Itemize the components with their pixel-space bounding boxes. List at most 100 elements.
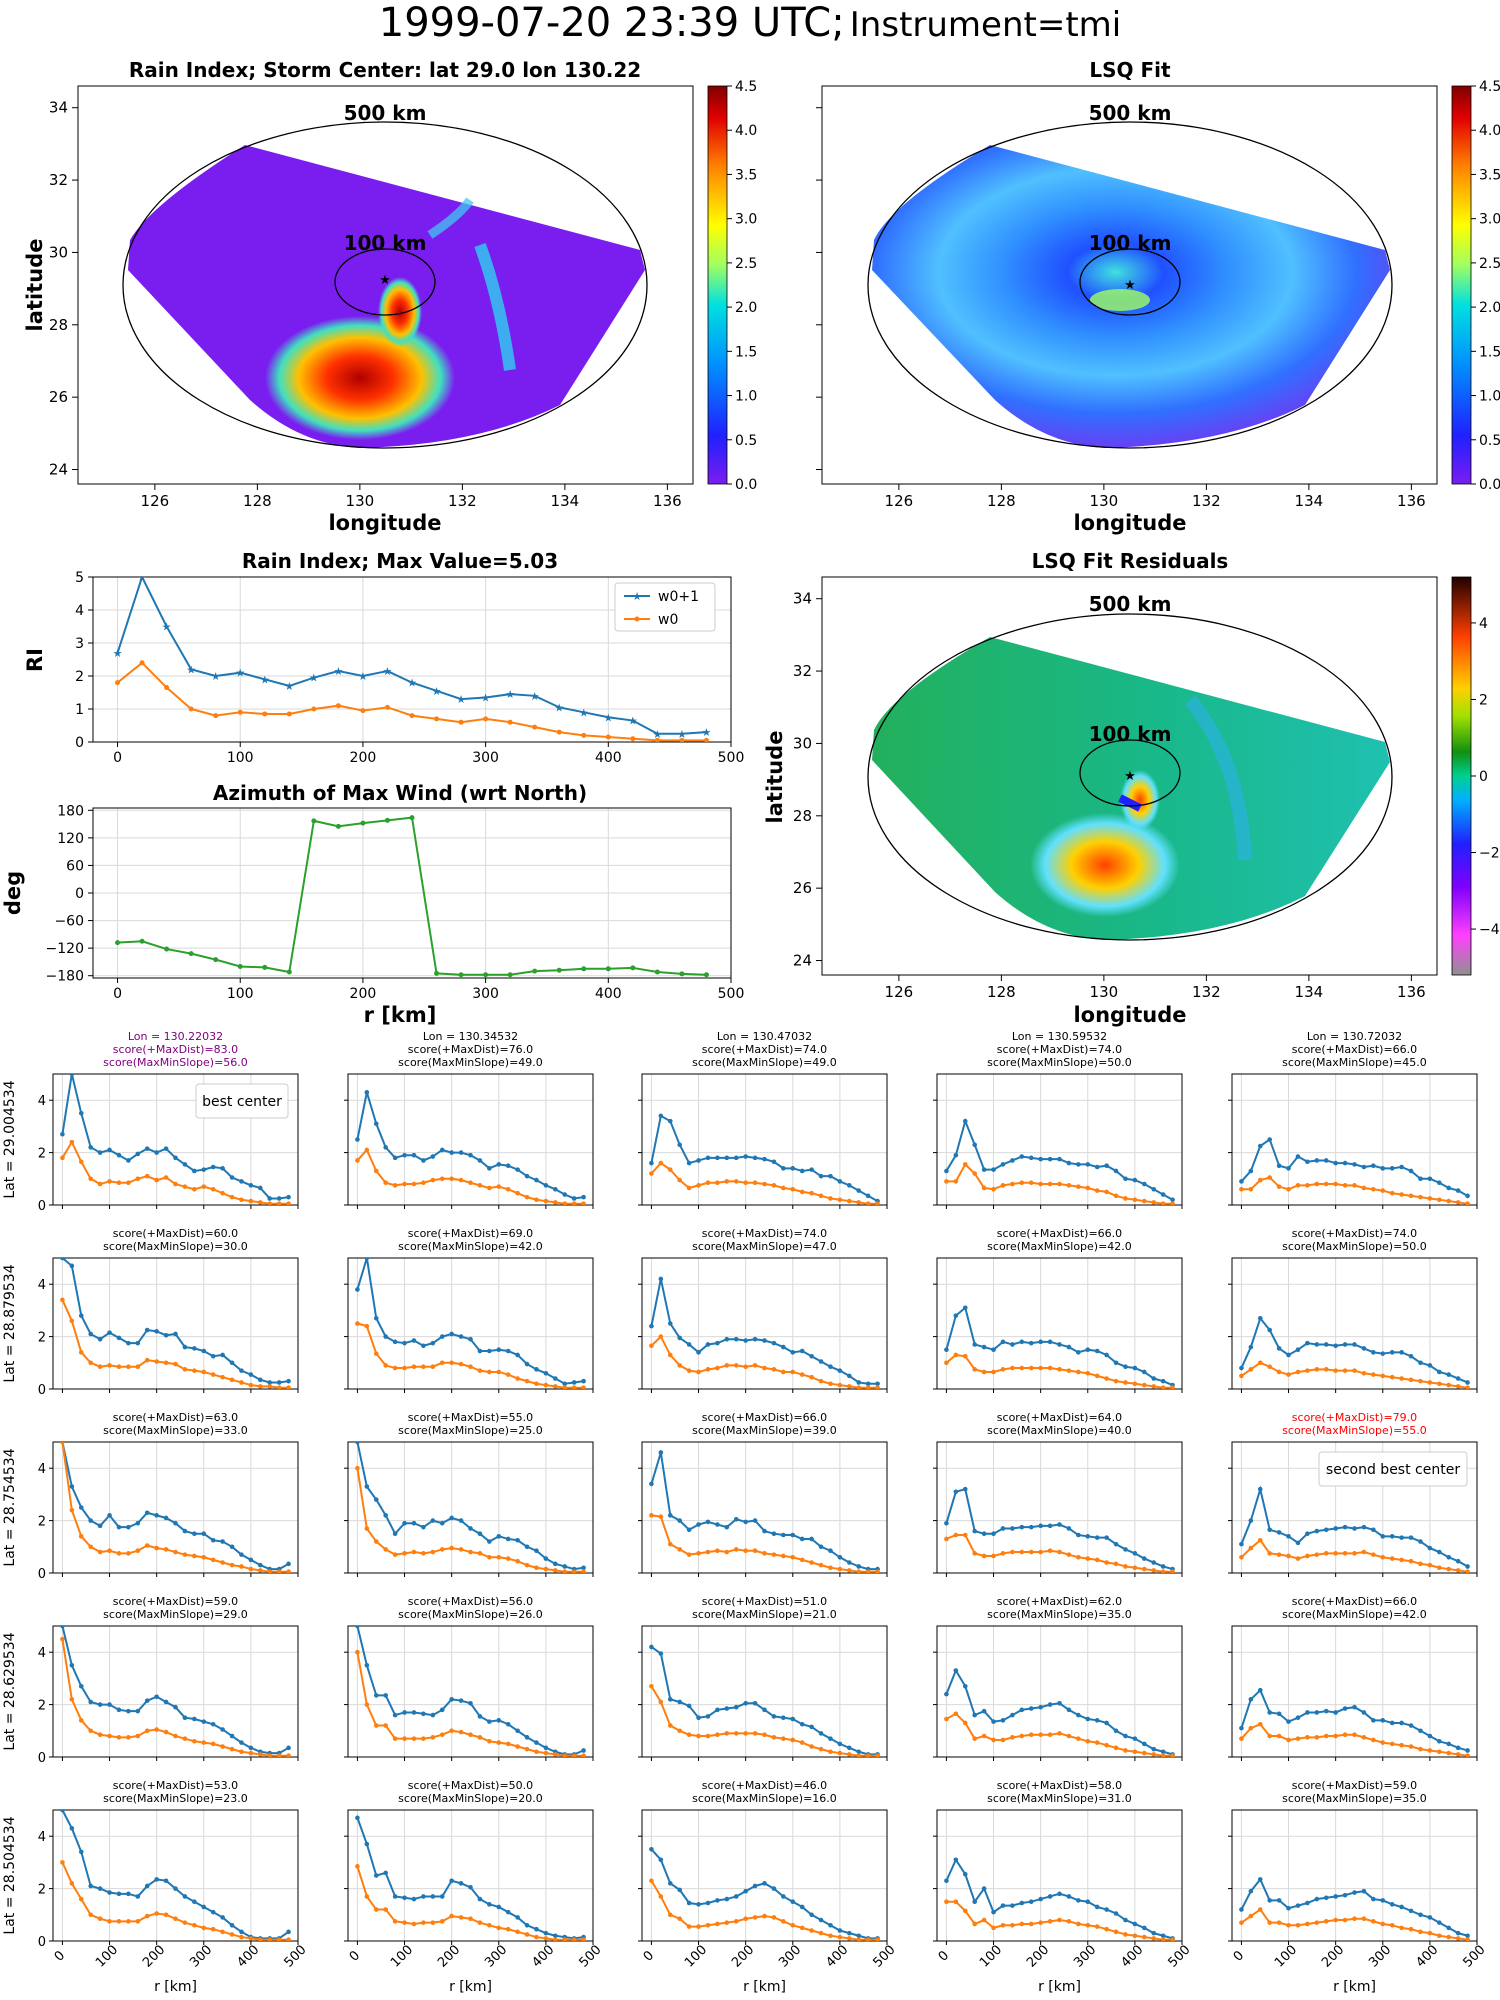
series-w0plus1 [649, 1113, 880, 1204]
data-point-w0plus1 [724, 1524, 730, 1530]
data-point-w0plus1 [1000, 1526, 1006, 1531]
data-point-w0plus1 [355, 1815, 360, 1821]
data-point-w0 [421, 1180, 426, 1186]
data-point-w0 [60, 1155, 65, 1161]
data-point-w0plus1 [1465, 1933, 1470, 1939]
data-point-w0plus1 [487, 1902, 492, 1907]
data-point-w0 [468, 1364, 473, 1370]
data-point-w0 [649, 1343, 654, 1349]
data-point-w0 [847, 1936, 852, 1941]
data-point-w0 [1399, 1925, 1404, 1931]
data-point-w0plus1 [705, 1342, 711, 1347]
data-point-w0plus1 [1123, 1364, 1128, 1370]
candidate-panel: Lon = 130.72032score(+MaxDist)=66.0score… [1228, 1030, 1478, 1209]
data-point-w0plus1 [1160, 1564, 1166, 1569]
data-point-w0plus1 [116, 1152, 122, 1158]
data-point-w0 [1418, 1194, 1423, 1200]
best-center-box [195, 1083, 289, 1119]
data-point-w0plus1 [1170, 1197, 1175, 1203]
data-point-w0plus1 [762, 1338, 767, 1343]
data-point-w0 [210, 1926, 216, 1932]
data-point-w0plus1 [69, 1074, 75, 1077]
data-point-w0plus1 [496, 1534, 502, 1539]
data-point-w0plus1 [210, 1353, 216, 1359]
data-point-w0 [1314, 1735, 1320, 1740]
data-point-w0plus1 [562, 1381, 568, 1387]
data-point-w0plus1 [1151, 1560, 1157, 1565]
lsq-residuals-colorbar-ticks: 420−2−4 [1471, 616, 1500, 938]
data-point-w0plus1 [649, 1481, 654, 1487]
data-point-w0plus1 [1314, 1710, 1320, 1715]
data-point-w0 [1170, 1201, 1175, 1205]
data-point-w0 [1104, 1926, 1109, 1932]
data-point-w0plus1 [69, 1484, 75, 1489]
data-point-w0plus1 [524, 1361, 530, 1367]
data-point-w0plus1 [1295, 1154, 1301, 1159]
data-point-w0 [1399, 1742, 1404, 1748]
data-point-w0 [972, 1736, 977, 1741]
data-point-w0 [1248, 1186, 1254, 1192]
data-point-w0 [458, 1177, 464, 1183]
azimuth-profile-ylabel: deg [1, 871, 25, 915]
data-point-w0plus1 [981, 1167, 987, 1172]
data-point-w0 [1418, 1561, 1423, 1567]
data-point-w0plus1 [458, 1518, 464, 1523]
data-point-w0 [392, 1183, 398, 1188]
data-point-w0plus1: ★ [554, 701, 564, 714]
series-line-w0 [1240, 1908, 1468, 1941]
x-tick-label: 500 [870, 1942, 898, 1970]
data-point-w0plus1 [1239, 1725, 1244, 1731]
data-point-w0plus1 [705, 1519, 711, 1525]
data-point-w0 [1170, 1385, 1175, 1389]
data-point-w0 [1132, 1933, 1138, 1939]
data-point-w0 [210, 1741, 216, 1747]
colorbar-tick-label: 2.5 [735, 256, 757, 272]
data-point-w0plus1 [1257, 1486, 1263, 1492]
data-point-w0plus1 [1057, 1156, 1062, 1162]
data-point-w0plus1 [1342, 1342, 1348, 1347]
data-point-w0 [1151, 1568, 1157, 1573]
figure-title-instrument: Instrument=tmi [849, 5, 1122, 45]
data-point-w0 [373, 1168, 379, 1174]
data-point-w0plus1 [515, 1352, 520, 1358]
data-point-w0plus1 [1248, 1344, 1254, 1350]
data-point-w0 [458, 1915, 464, 1920]
data-point-w0 [248, 1936, 254, 1941]
legend-w0-marker [634, 616, 640, 622]
data-point-w0plus1 [1427, 1915, 1433, 1920]
candidate-score-maxminslope: score(MaxMinSlope)=42.0 [987, 1240, 1132, 1253]
series-line-w0plus1 [945, 1668, 1173, 1756]
data-point-w0 [173, 1181, 178, 1187]
data-point-w0 [1465, 1937, 1470, 1941]
series-w0plus1 [1239, 1877, 1470, 1939]
data-point-w0plus1 [1399, 1164, 1404, 1170]
data-point-w0plus1 [944, 1691, 949, 1697]
series-w0plus1 [649, 1847, 880, 1941]
data-point-w0plus1 [220, 1166, 225, 1171]
data-point-w0 [267, 1937, 273, 1941]
series-w0 [355, 1649, 586, 1757]
data-point-w0plus1 [1418, 1539, 1423, 1544]
data-point-w0 [276, 1569, 282, 1573]
data-point-w0 [1333, 1551, 1338, 1556]
data-point-w0 [258, 1937, 263, 1941]
y-tick-label: 28 [49, 316, 68, 334]
data-point-w0 [276, 1385, 282, 1389]
lsq-residuals-label-500km: 500 km [1089, 592, 1172, 616]
data-point-w0 [188, 706, 194, 712]
data-point-w0 [534, 1381, 539, 1387]
data-point-w0plus1 [229, 1360, 235, 1366]
data-point-w0plus1 [534, 1548, 539, 1554]
data-point-w0 [144, 1913, 150, 1919]
data-point-w0 [1160, 1201, 1166, 1205]
rain-index-map-xlabel: longitude [328, 511, 441, 535]
series-w0plus1 [355, 1258, 586, 1387]
data-point-w0plus1 [439, 1334, 445, 1339]
data-point-w0plus1 [515, 1167, 520, 1172]
data-point-w0 [116, 1551, 122, 1556]
data-point-w0 [154, 1545, 159, 1551]
data-point-w0 [1019, 1549, 1025, 1555]
data-point-w0plus1 [837, 1928, 843, 1933]
data-point-w0 [1455, 1200, 1461, 1205]
rain-index-profile-legend: ★ w0+1 w0 [614, 582, 716, 632]
